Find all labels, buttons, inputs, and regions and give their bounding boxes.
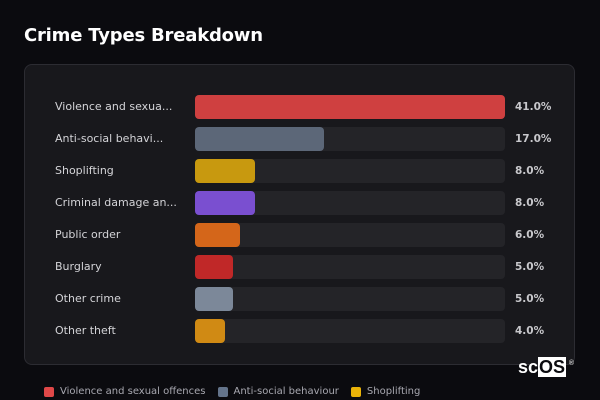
bar-row: Other crime 5.0% xyxy=(25,287,574,311)
bar-value: 5.0% xyxy=(515,261,545,273)
bar-fill[interactable] xyxy=(195,95,505,119)
bar-fill[interactable] xyxy=(195,287,233,311)
legend-item[interactable]: Anti-social behaviour xyxy=(217,386,339,397)
legend-label: Shoplifting xyxy=(366,386,421,397)
bar-value: 5.0% xyxy=(515,293,545,305)
bar-label: Other theft xyxy=(55,324,116,337)
bar-label: Violence and sexua... xyxy=(55,100,173,113)
bar-track xyxy=(195,223,505,247)
registered-mark: ® xyxy=(568,360,575,367)
bar-row: Public order 6.0% xyxy=(25,223,574,247)
chart-panel: Violence and sexua... 41.0% Anti-social be… xyxy=(24,64,575,365)
bar-track xyxy=(195,95,505,119)
bar-track xyxy=(195,191,505,215)
bar-value: 6.0% xyxy=(515,229,545,241)
bar-row: Criminal damage an... 8.0% xyxy=(25,191,574,215)
legend-label: Anti-social behaviour xyxy=(233,386,339,397)
bar-fill[interactable] xyxy=(195,127,324,151)
bar-row: Burglary 5.0% xyxy=(25,255,574,279)
bar-fill[interactable] xyxy=(195,159,256,183)
bar-row: Shoplifting 8.0% xyxy=(25,159,574,183)
bar-value: 41.0% xyxy=(515,101,552,113)
bar-track xyxy=(195,127,505,151)
chart-title: Crime Types Breakdown xyxy=(24,25,263,46)
bar-value: 8.0% xyxy=(515,197,545,209)
bar-track xyxy=(195,255,505,279)
logo-highlight: OS xyxy=(538,357,567,377)
bar-track xyxy=(195,319,505,343)
bar-label: Burglary xyxy=(55,260,102,273)
logo-prefix: sc xyxy=(518,357,539,377)
bar-fill[interactable] xyxy=(195,255,233,279)
scos-logo: scOS ® xyxy=(518,357,574,377)
bar-row: Violence and sexua... 41.0% xyxy=(25,95,574,119)
bar-label: Shoplifting xyxy=(55,164,114,177)
legend-swatch-icon xyxy=(217,386,228,397)
legend-item[interactable]: Violence and sexual offences xyxy=(44,386,206,397)
legend-swatch-icon xyxy=(350,386,361,397)
bar-fill[interactable] xyxy=(195,319,226,343)
bar-value: 4.0% xyxy=(515,325,545,337)
bar-track xyxy=(195,159,505,183)
bar-row: Other theft 4.0% xyxy=(25,319,574,343)
legend-item[interactable]: Shoplifting xyxy=(350,386,421,397)
chart-legend: Violence and sexual offences Anti-social … xyxy=(44,386,420,397)
bar-track xyxy=(195,287,505,311)
bar-label: Public order xyxy=(55,228,121,241)
bar-value: 8.0% xyxy=(515,165,545,177)
legend-swatch-icon xyxy=(44,386,54,397)
bar-row: Anti-social behavi... 17.0% xyxy=(25,127,574,151)
bar-label: Criminal damage an... xyxy=(55,196,177,209)
bar-fill[interactable] xyxy=(195,191,256,215)
legend-label: Violence and sexual offences xyxy=(60,386,206,397)
bar-label: Anti-social behavi... xyxy=(55,132,164,145)
bar-value: 17.0% xyxy=(515,133,552,145)
bar-fill[interactable] xyxy=(195,223,241,247)
bar-label: Other crime xyxy=(55,292,121,305)
